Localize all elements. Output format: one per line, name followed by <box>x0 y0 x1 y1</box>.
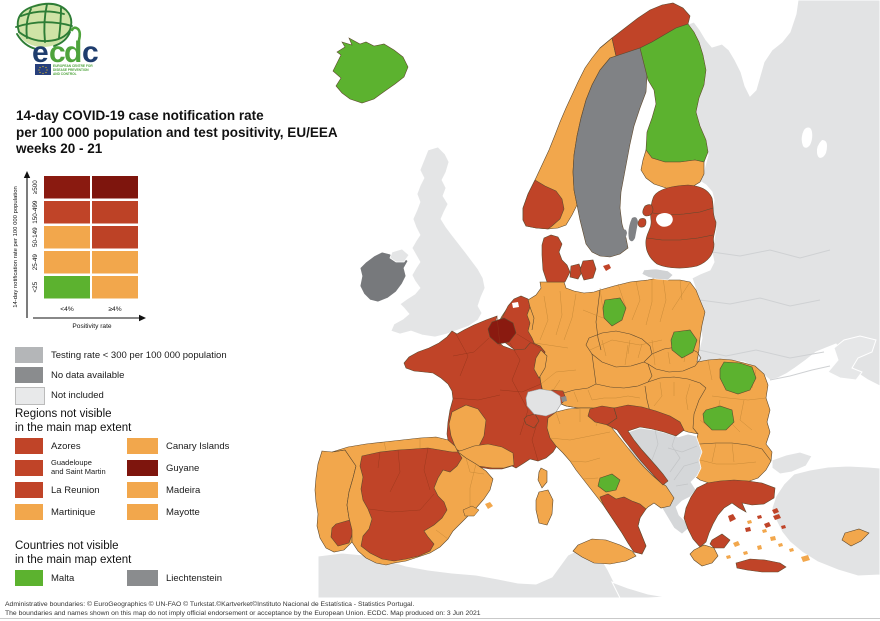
svg-text:d: d <box>64 36 82 69</box>
svg-text:DISEASE PREVENTION: DISEASE PREVENTION <box>53 68 89 72</box>
svg-text:50-149: 50-149 <box>32 227 39 247</box>
svg-text:≥500: ≥500 <box>32 180 39 194</box>
svg-text:c: c <box>49 36 66 69</box>
svg-text:e: e <box>32 36 49 69</box>
svg-text:14-day notification rate per 1: 14-day notification rate per 100 000 pop… <box>13 186 19 308</box>
svg-text:<25: <25 <box>32 281 39 292</box>
svg-text:150-499: 150-499 <box>32 200 39 224</box>
svg-text:25-49: 25-49 <box>32 254 39 271</box>
svg-text:AND CONTROL: AND CONTROL <box>53 72 77 76</box>
svg-text:c: c <box>82 36 99 69</box>
svg-text:<4%: <4% <box>60 306 74 313</box>
svg-text:≥4%: ≥4% <box>108 306 121 313</box>
svg-text:Positivity rate: Positivity rate <box>72 323 112 330</box>
svg-text:EUROPEAN CENTRE FOR: EUROPEAN CENTRE FOR <box>53 64 93 68</box>
